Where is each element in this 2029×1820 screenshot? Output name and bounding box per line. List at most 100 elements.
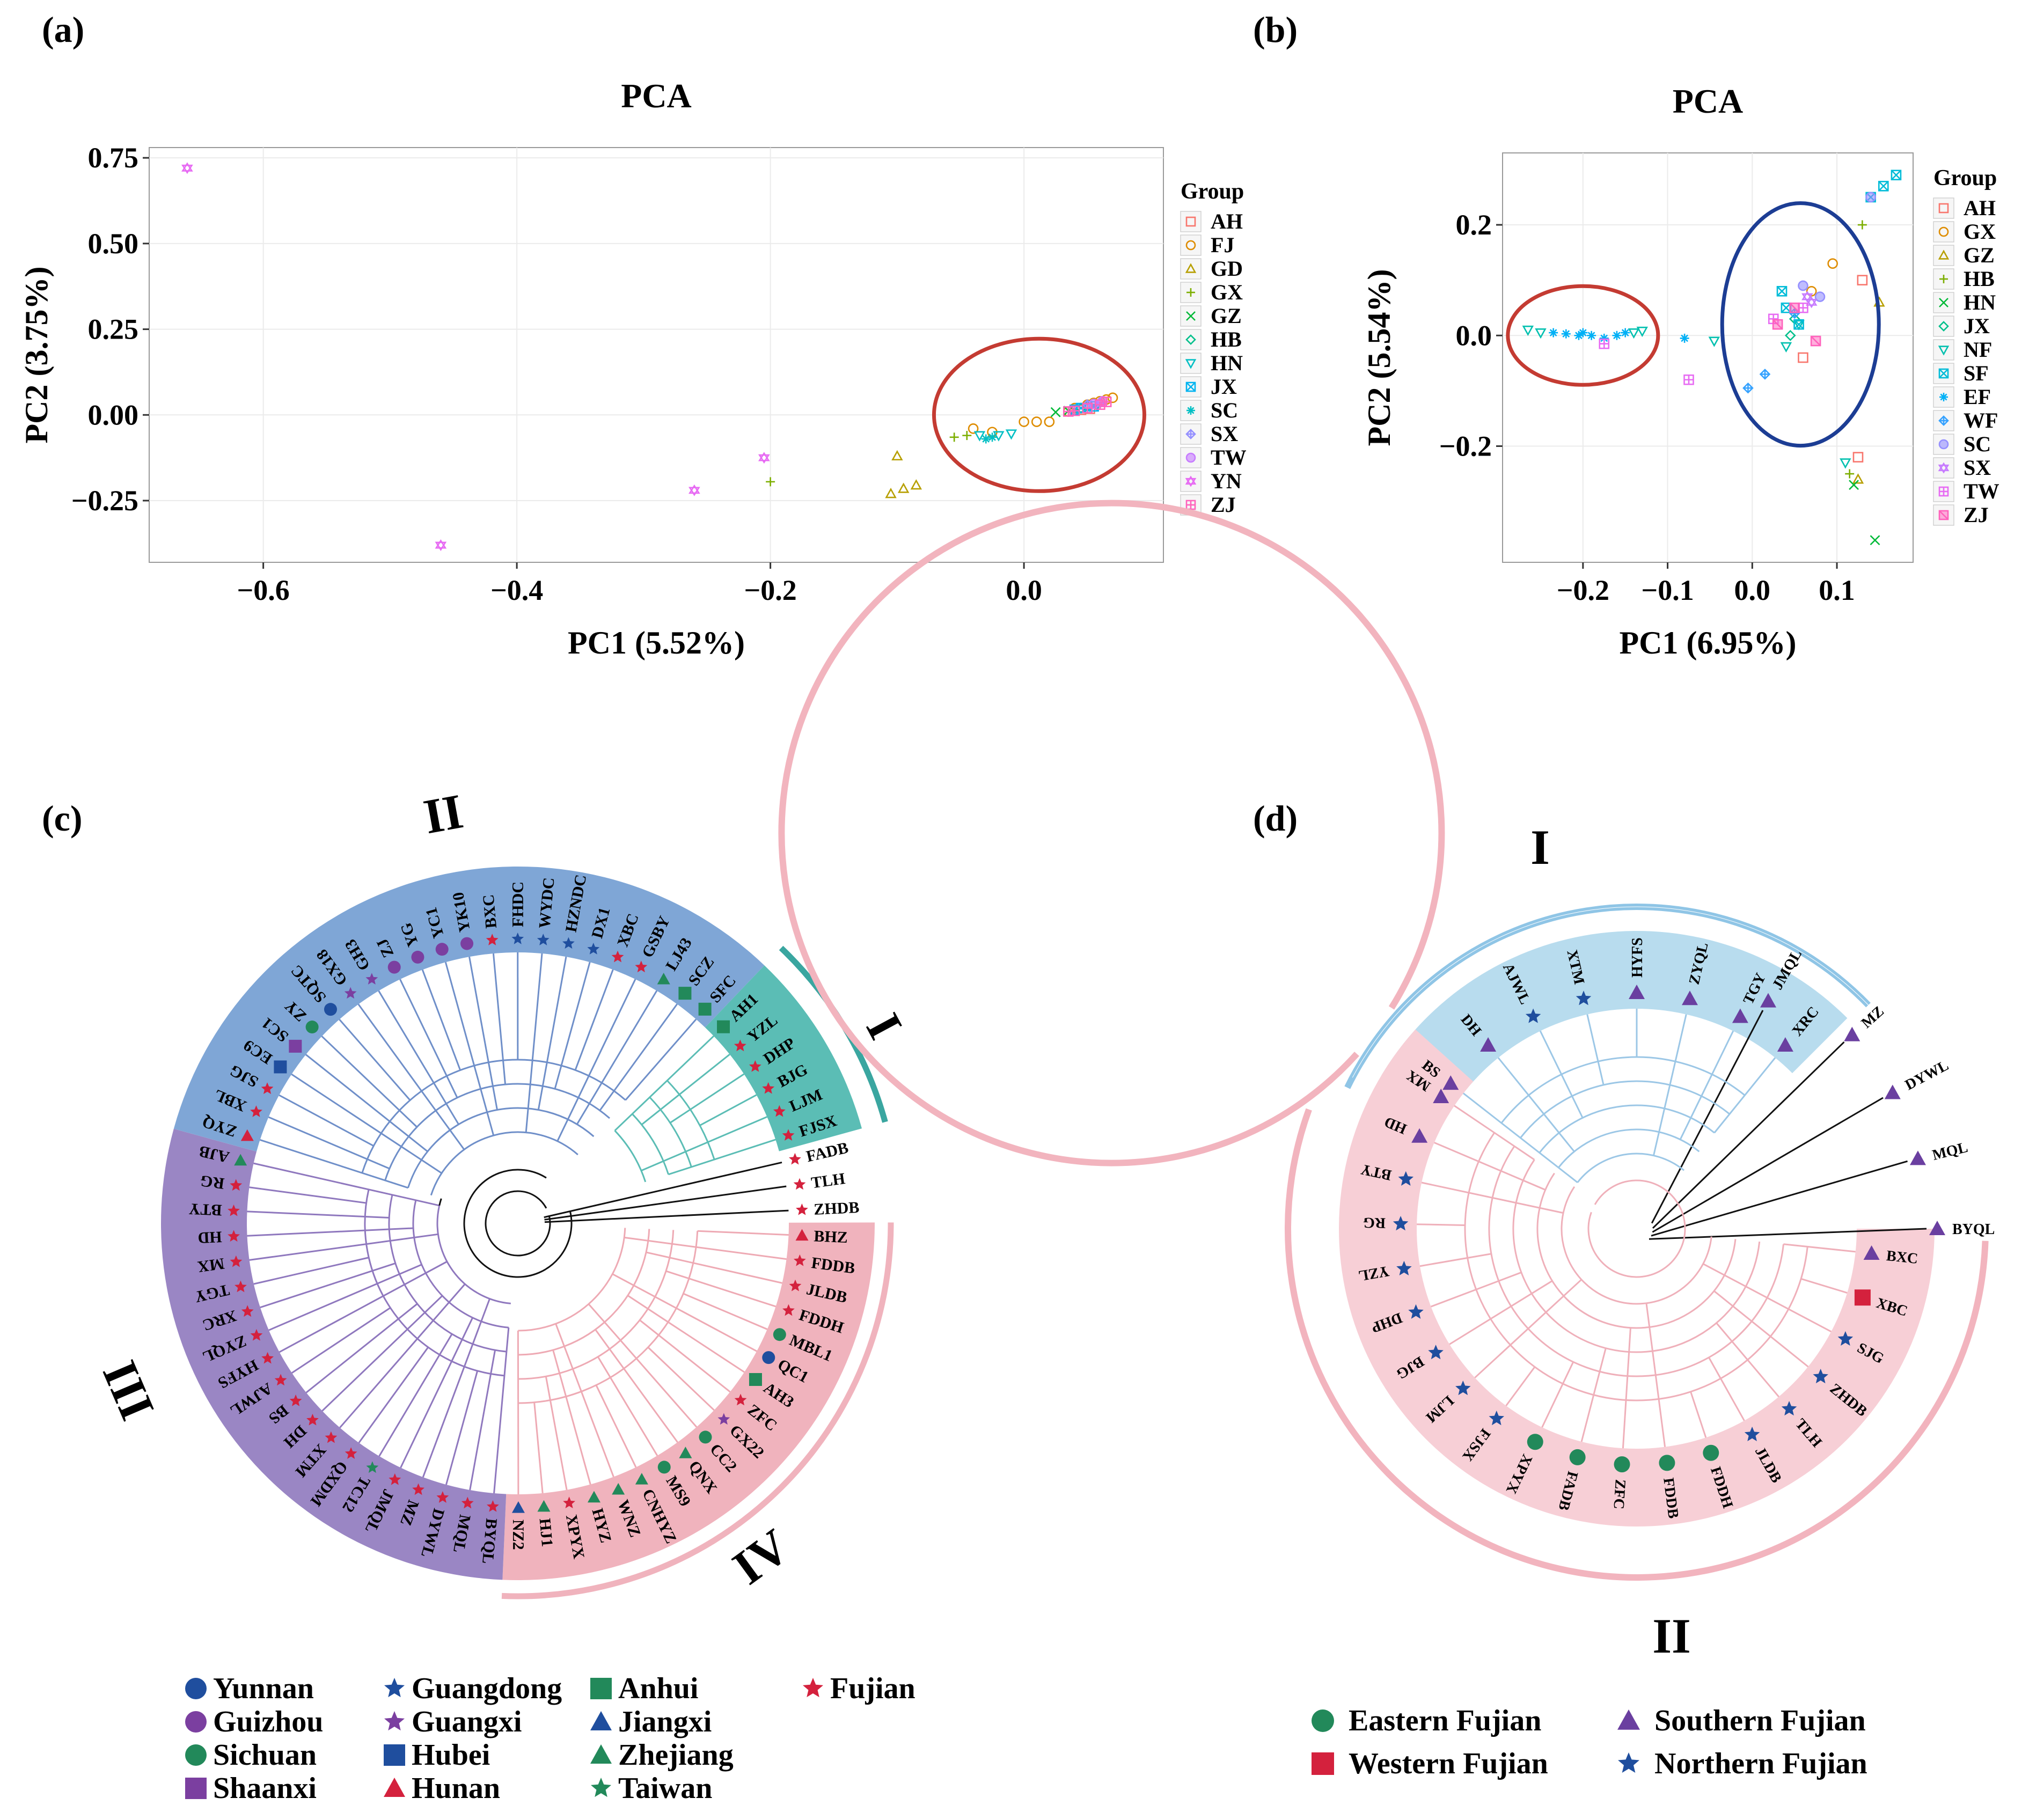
legend-key <box>1180 329 1202 350</box>
legend-key <box>1933 457 1954 479</box>
legend-marker <box>1938 249 1950 260</box>
tip-marker <box>1777 1037 1793 1052</box>
legend-label: Guangxi <box>412 1705 522 1738</box>
legend-label: AH <box>1964 196 1996 220</box>
tip-marker <box>345 1447 357 1459</box>
data-point <box>1628 328 1640 339</box>
legend-label: JX <box>1964 314 1990 338</box>
tree-branch <box>525 953 543 1133</box>
legend-label: GX <box>1964 219 1996 244</box>
tree-branch <box>1713 1290 1809 1368</box>
legend-label: Jiangxi <box>618 1705 712 1738</box>
data-point <box>1612 331 1622 340</box>
tip-marker <box>289 1395 302 1406</box>
tree-arc <box>1500 1056 1746 1124</box>
tree-arc <box>1561 1186 1712 1305</box>
legend-marker <box>1938 203 1949 214</box>
tip-marker <box>1837 1331 1854 1346</box>
legend-label: Hunan <box>412 1772 500 1805</box>
tree-branch <box>260 1139 408 1189</box>
tip-marker <box>1813 1368 1828 1384</box>
tip-marker <box>234 1154 247 1166</box>
data-point <box>688 484 700 496</box>
tree-arc <box>436 1205 511 1304</box>
tip-label: RG <box>199 1172 225 1193</box>
data-point <box>1891 170 1902 181</box>
legend-marker <box>590 1678 612 1699</box>
tree-branch <box>1541 1361 1574 1428</box>
data-point <box>1865 192 1876 203</box>
legend-label: Guizhou <box>213 1705 323 1738</box>
data-point <box>1840 458 1851 469</box>
tip-marker <box>1884 1084 1901 1099</box>
legend-label: WF <box>1964 408 1998 432</box>
clade-band-I <box>1381 931 1848 1116</box>
data-point <box>973 431 986 442</box>
y-tick-label: 0.25 <box>88 313 139 346</box>
data-point <box>1776 285 1788 297</box>
legend-key <box>1933 315 1954 337</box>
highlight-ellipse <box>932 336 1146 493</box>
legend-marker <box>185 1778 207 1799</box>
tree-branch <box>597 1356 658 1456</box>
tree-branch <box>588 1303 698 1428</box>
data-point <box>1599 333 1609 343</box>
y-tick-label: 0.0 <box>1456 319 1492 351</box>
tree-root-arc <box>1587 1179 1686 1278</box>
tip-label: RG <box>1363 1214 1386 1231</box>
tree-branch <box>469 1349 496 1491</box>
clade-label-II: II <box>420 784 467 845</box>
legend-title: Group <box>1181 179 1244 204</box>
legend-key <box>1180 400 1202 421</box>
tip-label: BHZ <box>814 1227 848 1246</box>
tree-branch <box>1708 1357 1745 1421</box>
clade-band <box>173 867 765 1152</box>
phylo-tree-c: FADBTLHZHDBBHZFDDBJLDBFDDHMBL1QC1AH3ZFCG… <box>92 784 915 1805</box>
tree-branch <box>1449 1280 1553 1345</box>
legend-label: Taiwan <box>618 1772 712 1805</box>
tree-branch <box>492 953 507 1085</box>
tip-label: BTY <box>188 1200 222 1219</box>
tree-branch <box>493 1327 510 1494</box>
tip-marker <box>1929 1221 1945 1235</box>
legend-label: SX <box>1964 456 1991 480</box>
tip-marker <box>611 950 624 963</box>
tip-marker <box>274 1374 287 1386</box>
x-axis-label: PC1 (5.52%) <box>568 625 745 661</box>
x-tick-label: −0.4 <box>490 574 543 606</box>
tip-marker <box>1681 990 1698 1006</box>
clade-arc-IV <box>501 1222 894 1599</box>
data-point <box>1082 402 1093 414</box>
tree-branch <box>544 1185 787 1221</box>
tip-marker <box>366 1461 379 1473</box>
tip-marker <box>1576 990 1592 1006</box>
legend-label: SX <box>1211 422 1238 446</box>
tree-branch <box>599 1003 678 1111</box>
tree-branch <box>357 1003 465 1150</box>
legend-marker <box>384 1744 405 1766</box>
x-tick-label: 0.0 <box>1734 574 1771 606</box>
clade-band <box>502 1222 875 1580</box>
data-point <box>1814 291 1826 302</box>
legend-label: GZ <box>1964 243 1995 267</box>
legend-marker <box>1185 263 1197 273</box>
tip-marker <box>387 960 401 974</box>
legend-marker <box>384 1778 405 1797</box>
tip-marker <box>679 1447 692 1458</box>
tip-marker <box>762 1351 775 1364</box>
tip-marker <box>1844 1026 1860 1041</box>
tree-arc <box>388 1194 507 1353</box>
data-point <box>1759 369 1771 380</box>
tip-marker <box>1732 1008 1748 1023</box>
tree-branch <box>1586 1014 1605 1085</box>
data-point <box>1578 328 1588 337</box>
legend-marker <box>1938 439 1949 450</box>
tree-branch <box>321 1036 417 1128</box>
legend-label: Shaanxi <box>213 1772 317 1805</box>
data-point <box>1599 338 1610 349</box>
plot-area <box>149 147 1164 563</box>
tip-label: TLH <box>810 1170 846 1192</box>
tip-marker <box>537 1500 551 1512</box>
tree-branch <box>595 1384 637 1468</box>
tip-marker <box>1525 1008 1541 1023</box>
